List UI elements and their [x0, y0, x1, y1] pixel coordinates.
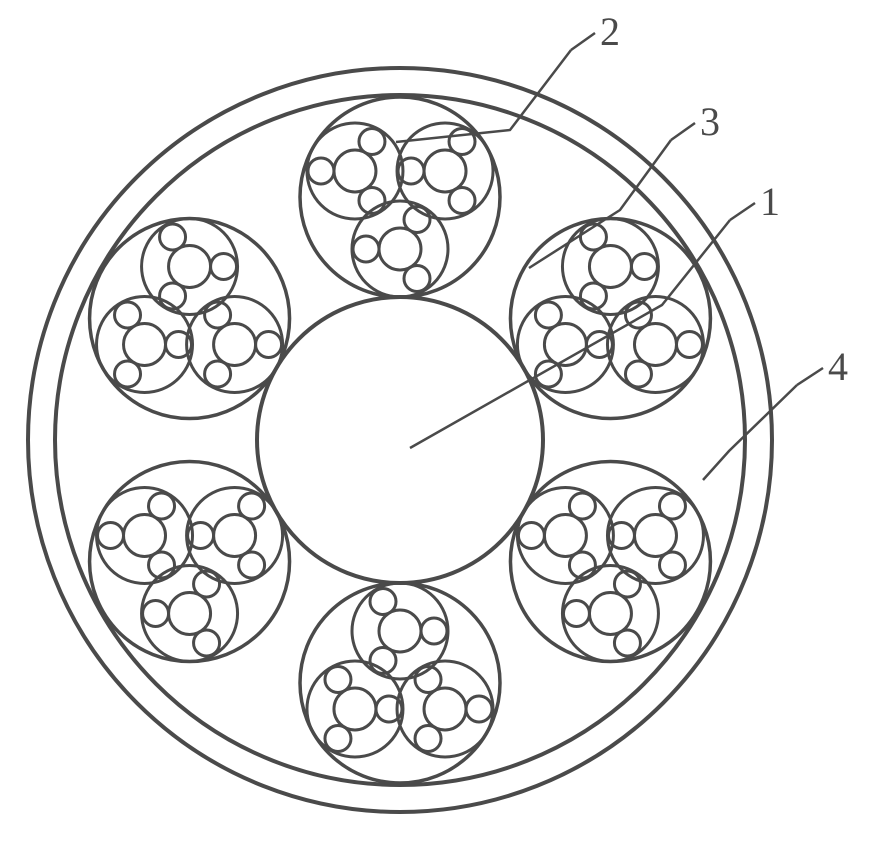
callout-label-4: 4 [828, 344, 848, 389]
leader-tick-4 [797, 368, 823, 385]
callout-label-1: 1 [760, 179, 780, 224]
leader-line-4 [703, 385, 797, 480]
leader-tick-1 [730, 203, 755, 220]
leader-tick-3 [671, 123, 695, 140]
callout-label-3: 3 [700, 99, 720, 144]
callout-label-2: 2 [600, 9, 620, 54]
leader-tick-2 [571, 33, 595, 50]
